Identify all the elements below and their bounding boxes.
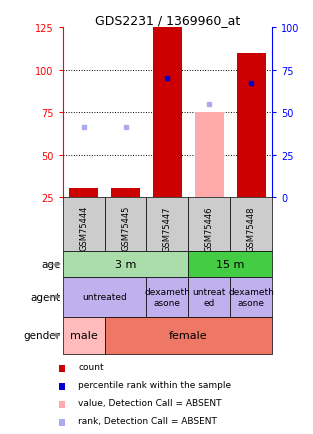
Bar — [59, 418, 65, 426]
Text: GSM75448: GSM75448 — [247, 206, 256, 251]
Bar — [63, 278, 146, 317]
Text: rank, Detection Call = ABSENT: rank, Detection Call = ABSENT — [78, 416, 217, 425]
Text: 15 m: 15 m — [216, 260, 244, 270]
Bar — [195, 113, 224, 197]
Bar — [188, 278, 230, 317]
Title: GDS2231 / 1369960_at: GDS2231 / 1369960_at — [95, 14, 240, 27]
Bar — [153, 28, 182, 197]
Text: percentile rank within the sample: percentile rank within the sample — [78, 381, 231, 389]
Text: untreated: untreated — [82, 293, 127, 302]
Text: untreat
ed: untreat ed — [193, 288, 226, 307]
Text: count: count — [78, 362, 104, 372]
Bar — [237, 53, 266, 197]
Text: female: female — [169, 330, 208, 340]
Bar — [63, 317, 105, 354]
Bar — [188, 197, 230, 252]
Text: gender: gender — [23, 330, 60, 340]
Text: age: age — [41, 260, 60, 270]
Text: dexameth
asone: dexameth asone — [228, 288, 274, 307]
Text: 3 m: 3 m — [115, 260, 136, 270]
Bar — [188, 252, 272, 278]
Text: GSM75445: GSM75445 — [121, 206, 130, 251]
Text: male: male — [70, 330, 97, 340]
Bar — [63, 197, 105, 252]
Bar — [59, 383, 65, 390]
Text: value, Detection Call = ABSENT: value, Detection Call = ABSENT — [78, 398, 222, 407]
Text: GSM75444: GSM75444 — [79, 206, 88, 251]
Bar — [69, 189, 98, 197]
Text: GSM75446: GSM75446 — [205, 206, 214, 251]
Bar — [105, 197, 146, 252]
Bar — [146, 197, 188, 252]
Bar — [230, 278, 272, 317]
Bar — [105, 317, 272, 354]
Bar — [111, 189, 140, 197]
Bar — [59, 365, 65, 372]
Text: dexameth
asone: dexameth asone — [145, 288, 190, 307]
Text: GSM75447: GSM75447 — [163, 206, 172, 251]
Bar — [63, 252, 188, 278]
Bar — [230, 197, 272, 252]
Bar — [59, 401, 65, 408]
Bar — [146, 278, 188, 317]
Text: agent: agent — [30, 293, 60, 302]
